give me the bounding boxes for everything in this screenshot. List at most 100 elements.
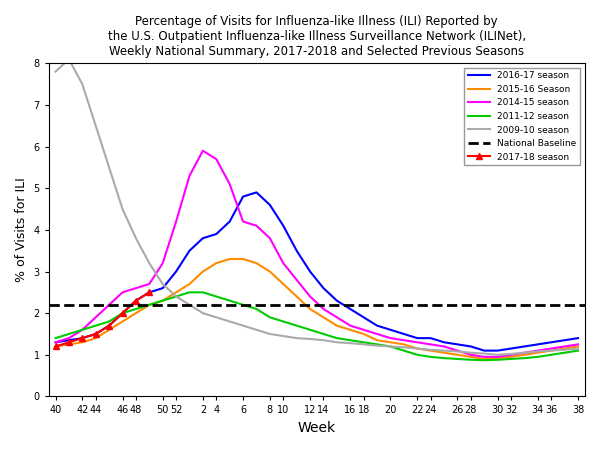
2011-12 season	[266, 315, 274, 320]
2016-17 season	[521, 344, 528, 349]
2014-15 season	[548, 346, 555, 351]
2009-10 season	[521, 350, 528, 356]
2015-16 Season	[133, 310, 140, 316]
2011-12 season	[106, 319, 113, 324]
2016-17 season	[146, 290, 153, 295]
2016-17 season	[467, 344, 475, 349]
2009-10 season	[427, 347, 434, 352]
2011-12 season	[360, 340, 367, 345]
2016-17 season	[186, 248, 193, 253]
2015-16 Season	[387, 340, 394, 345]
2014-15 season	[239, 219, 247, 224]
2016-17 season	[307, 269, 314, 274]
2015-16 Season	[561, 346, 568, 351]
2015-16 Season	[239, 256, 247, 262]
2014-15 season	[534, 348, 541, 353]
2015-16 Season	[92, 335, 100, 341]
2009-10 season	[561, 347, 568, 352]
2014-15 season	[106, 302, 113, 307]
2014-15 season	[574, 342, 581, 347]
2015-16 Season	[481, 356, 488, 362]
2011-12 season	[293, 323, 300, 328]
2016-17 season	[212, 231, 220, 237]
2015-16 Season	[226, 256, 233, 262]
2011-12 season	[186, 290, 193, 295]
2014-15 season	[280, 261, 287, 266]
2009-10 season	[373, 343, 380, 348]
2015-16 Season	[574, 344, 581, 349]
2017-18 season	[119, 310, 126, 316]
X-axis label: Week: Week	[298, 421, 336, 435]
2011-12 season	[133, 306, 140, 312]
2014-15 season	[199, 148, 206, 153]
2016-17 season	[534, 342, 541, 347]
2014-15 season	[172, 219, 179, 224]
2009-10 season	[266, 331, 274, 337]
2014-15 season	[119, 290, 126, 295]
2009-10 season	[360, 342, 367, 347]
2016-17 season	[293, 248, 300, 253]
2016-17 season	[454, 342, 461, 347]
2009-10 season	[280, 333, 287, 339]
2009-10 season	[347, 340, 354, 346]
2014-15 season	[561, 344, 568, 349]
2011-12 season	[427, 354, 434, 360]
2016-17 season	[320, 285, 327, 291]
2014-15 season	[186, 173, 193, 179]
2009-10 season	[320, 338, 327, 343]
2014-15 season	[494, 354, 501, 360]
2015-16 Season	[347, 327, 354, 333]
2011-12 season	[52, 335, 59, 341]
2014-15 season	[400, 338, 407, 343]
Line: 2009-10 season: 2009-10 season	[56, 59, 578, 355]
2011-12 season	[400, 348, 407, 353]
Line: 2011-12 season: 2011-12 season	[56, 292, 578, 360]
2009-10 season	[106, 165, 113, 170]
Line: 2015-16 Season: 2015-16 Season	[56, 259, 578, 359]
2015-16 Season	[266, 269, 274, 274]
2009-10 season	[548, 348, 555, 353]
2014-15 season	[133, 285, 140, 291]
2015-16 Season	[253, 261, 260, 266]
2016-17 season	[79, 335, 86, 341]
2014-15 season	[373, 331, 380, 337]
2015-16 Season	[79, 340, 86, 345]
Y-axis label: % of Visits for ILI: % of Visits for ILI	[15, 177, 28, 282]
2015-16 Season	[280, 281, 287, 287]
2011-12 season	[280, 319, 287, 324]
2015-16 Season	[427, 348, 434, 353]
2011-12 season	[508, 356, 515, 362]
2009-10 season	[467, 350, 475, 356]
2014-15 season	[481, 354, 488, 360]
2009-10 season	[413, 346, 421, 351]
2014-15 season	[347, 323, 354, 328]
2014-15 season	[454, 348, 461, 353]
2014-15 season	[146, 281, 153, 287]
2016-17 season	[52, 340, 59, 345]
2015-16 Season	[454, 352, 461, 357]
2009-10 season	[159, 281, 166, 287]
2009-10 season	[226, 319, 233, 324]
2009-10 season	[199, 310, 206, 316]
2009-10 season	[133, 235, 140, 241]
2011-12 season	[347, 338, 354, 343]
2017-18 season	[133, 298, 140, 303]
2009-10 season	[79, 81, 86, 87]
2015-16 Season	[494, 356, 501, 361]
2015-16 Season	[212, 261, 220, 266]
2011-12 season	[548, 352, 555, 357]
2014-15 season	[440, 344, 448, 349]
2014-15 season	[508, 352, 515, 357]
Line: 2017-18 season: 2017-18 season	[53, 289, 152, 349]
2016-17 season	[373, 323, 380, 328]
2014-15 season	[387, 335, 394, 341]
2015-16 Season	[440, 350, 448, 356]
2016-17 season	[65, 338, 73, 343]
2016-17 season	[133, 298, 140, 303]
2016-17 season	[427, 335, 434, 341]
2016-17 season	[333, 298, 340, 303]
2016-17 season	[440, 340, 448, 345]
2016-17 season	[253, 190, 260, 195]
Line: 2014-15 season: 2014-15 season	[56, 151, 578, 357]
2016-17 season	[266, 202, 274, 207]
